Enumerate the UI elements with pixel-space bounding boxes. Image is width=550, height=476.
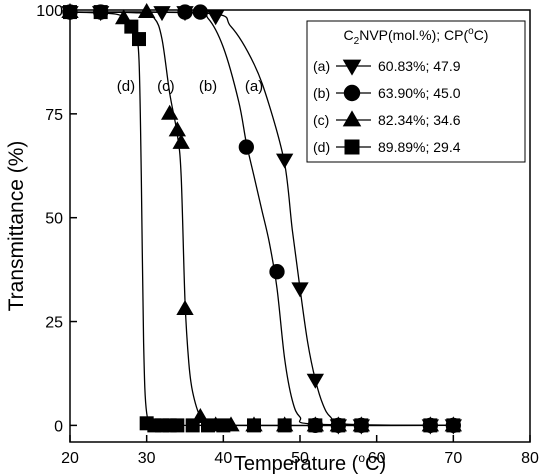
data-point: [124, 19, 139, 34]
data-point: [201, 418, 215, 433]
y-axis-label: Transmittance (%): [5, 141, 28, 312]
data-point: [185, 418, 200, 433]
legend-value: 63.90%; 45.0: [378, 85, 461, 101]
curve-label: (c): [157, 78, 175, 95]
x-tick-label: 80: [521, 450, 539, 467]
legend-rows: (a) 60.83%; 47.9 (b) 63.90%; 45.0 (c) 82.34%;…: [313, 58, 461, 155]
data-point: [306, 373, 324, 389]
series-4: [63, 5, 461, 433]
data-point: [277, 418, 292, 433]
data-point: [354, 418, 369, 433]
x-tick-label: 40: [214, 450, 232, 467]
plot-area: (d) (c) (b) (a): [61, 3, 462, 435]
x-axis-label: Temperature (oC): [234, 451, 386, 475]
y-tick-label: 0: [54, 418, 63, 435]
data-point: [93, 5, 108, 20]
data-point: [176, 300, 194, 316]
data-point: [192, 4, 208, 20]
data-point: [216, 418, 231, 433]
y-tick-label: 100: [36, 3, 63, 20]
series-curve: [69, 11, 454, 427]
data-point: [172, 133, 190, 149]
data-point: [247, 418, 261, 433]
series-curve: [69, 11, 454, 427]
data-point: [161, 104, 179, 120]
data-point: [177, 4, 193, 20]
y-tick-label: 25: [45, 315, 63, 332]
legend-value: 89.89%; 29.4: [378, 139, 461, 155]
legend-box: [306, 20, 526, 163]
x-tick-label: 20: [61, 450, 79, 467]
curve-label: (d): [117, 78, 135, 95]
data-point: [446, 418, 461, 433]
legend: C2NVP(mol.%); CP(oC) (a) 60.83%; 47.9 (b) 6…: [306, 20, 526, 163]
data-point: [276, 153, 294, 169]
legend-marker: [344, 139, 360, 155]
legend-marker: [342, 59, 362, 76]
legend-marker: [342, 110, 362, 127]
legend-item: (a) 60.83%; 47.9: [313, 58, 461, 76]
legend-item: (c) 82.34%; 34.6: [313, 110, 461, 128]
legend-value: 60.83%; 47.9: [378, 58, 461, 74]
legend-item: (d) 89.89%; 29.4: [313, 139, 461, 155]
data-point: [423, 418, 438, 433]
data-point: [291, 282, 309, 298]
legend-series-name: (c): [313, 112, 329, 128]
y-tick-label: 75: [45, 107, 63, 124]
legend-marker: [343, 84, 361, 102]
legend-series-name: (d): [313, 139, 330, 155]
legend-series-name: (a): [313, 58, 330, 74]
data-point: [238, 139, 254, 155]
data-point: [269, 264, 285, 280]
curve-label: (a): [245, 78, 263, 95]
legend-series-name: (b): [313, 85, 330, 101]
data-point: [207, 10, 225, 26]
data-point: [153, 6, 171, 22]
x-tick-label: 30: [138, 450, 156, 467]
legend-item: (b) 63.90%; 45.0: [313, 84, 461, 102]
curve-label: (b): [199, 78, 217, 95]
x-tick-label: 50: [291, 450, 309, 467]
y-tick-label: 50: [45, 211, 63, 228]
x-tick-label: 60: [368, 450, 386, 467]
axes: 20 30 40 50 60 70 80 0 25 50 75 100: [36, 3, 539, 467]
data-point: [331, 418, 346, 433]
data-point: [170, 418, 185, 433]
x-tick-label: 70: [444, 450, 462, 467]
legend-header: C2NVP(mol.%); CP(oC): [344, 26, 489, 47]
data-point: [308, 418, 323, 433]
data-point: [168, 121, 186, 137]
legend-value: 82.34%; 34.6: [378, 112, 461, 128]
data-point: [132, 32, 146, 47]
data-point: [138, 3, 156, 19]
